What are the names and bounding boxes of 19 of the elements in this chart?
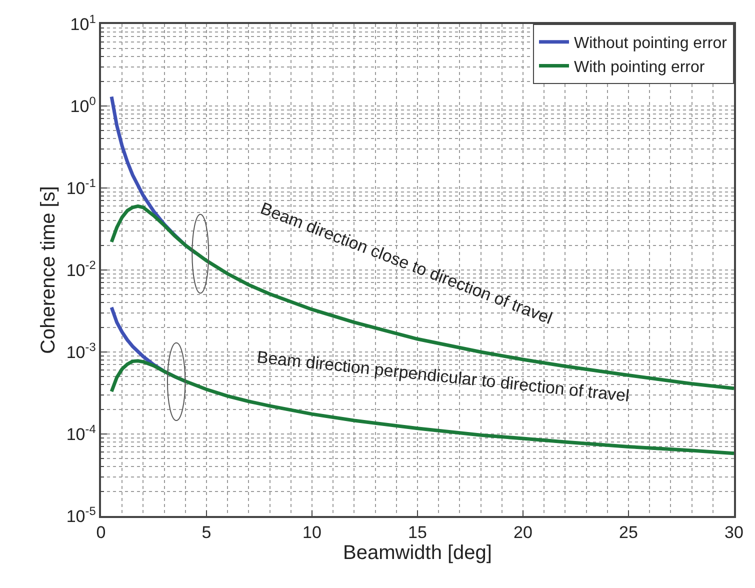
legend-label: With pointing error xyxy=(574,58,706,76)
x-axis-title: Beamwidth [deg] xyxy=(343,542,492,564)
x-tick-label: 15 xyxy=(408,523,427,542)
x-tick-label: 10 xyxy=(302,523,322,542)
x-tick-label: 0 xyxy=(96,523,106,542)
x-tick-label: 25 xyxy=(619,523,638,542)
x-tick-label: 30 xyxy=(724,523,744,542)
x-tick-label: 20 xyxy=(514,523,532,542)
y-tick-label: 10$^{0}$ xyxy=(70,94,96,116)
y-tick-label: 10$^{1}$ xyxy=(70,12,96,34)
y-tick-label: 10$^{-1}$ xyxy=(66,176,96,198)
y-tick-label: 10$^{-4}$ xyxy=(66,422,96,444)
y-tick-label: 10$^{-5}$ xyxy=(66,504,96,526)
legend-label: Without pointing error xyxy=(574,35,728,52)
y-tick-label: 10$^{-3}$ xyxy=(66,340,96,362)
y-tick-label: 10$^{-2}$ xyxy=(66,258,96,280)
y-axis-title: Coherence time [s] xyxy=(37,186,60,354)
x-tick-label: 5 xyxy=(202,523,212,542)
annotation: Beam direction perpendicular to direction of travel xyxy=(256,348,630,406)
